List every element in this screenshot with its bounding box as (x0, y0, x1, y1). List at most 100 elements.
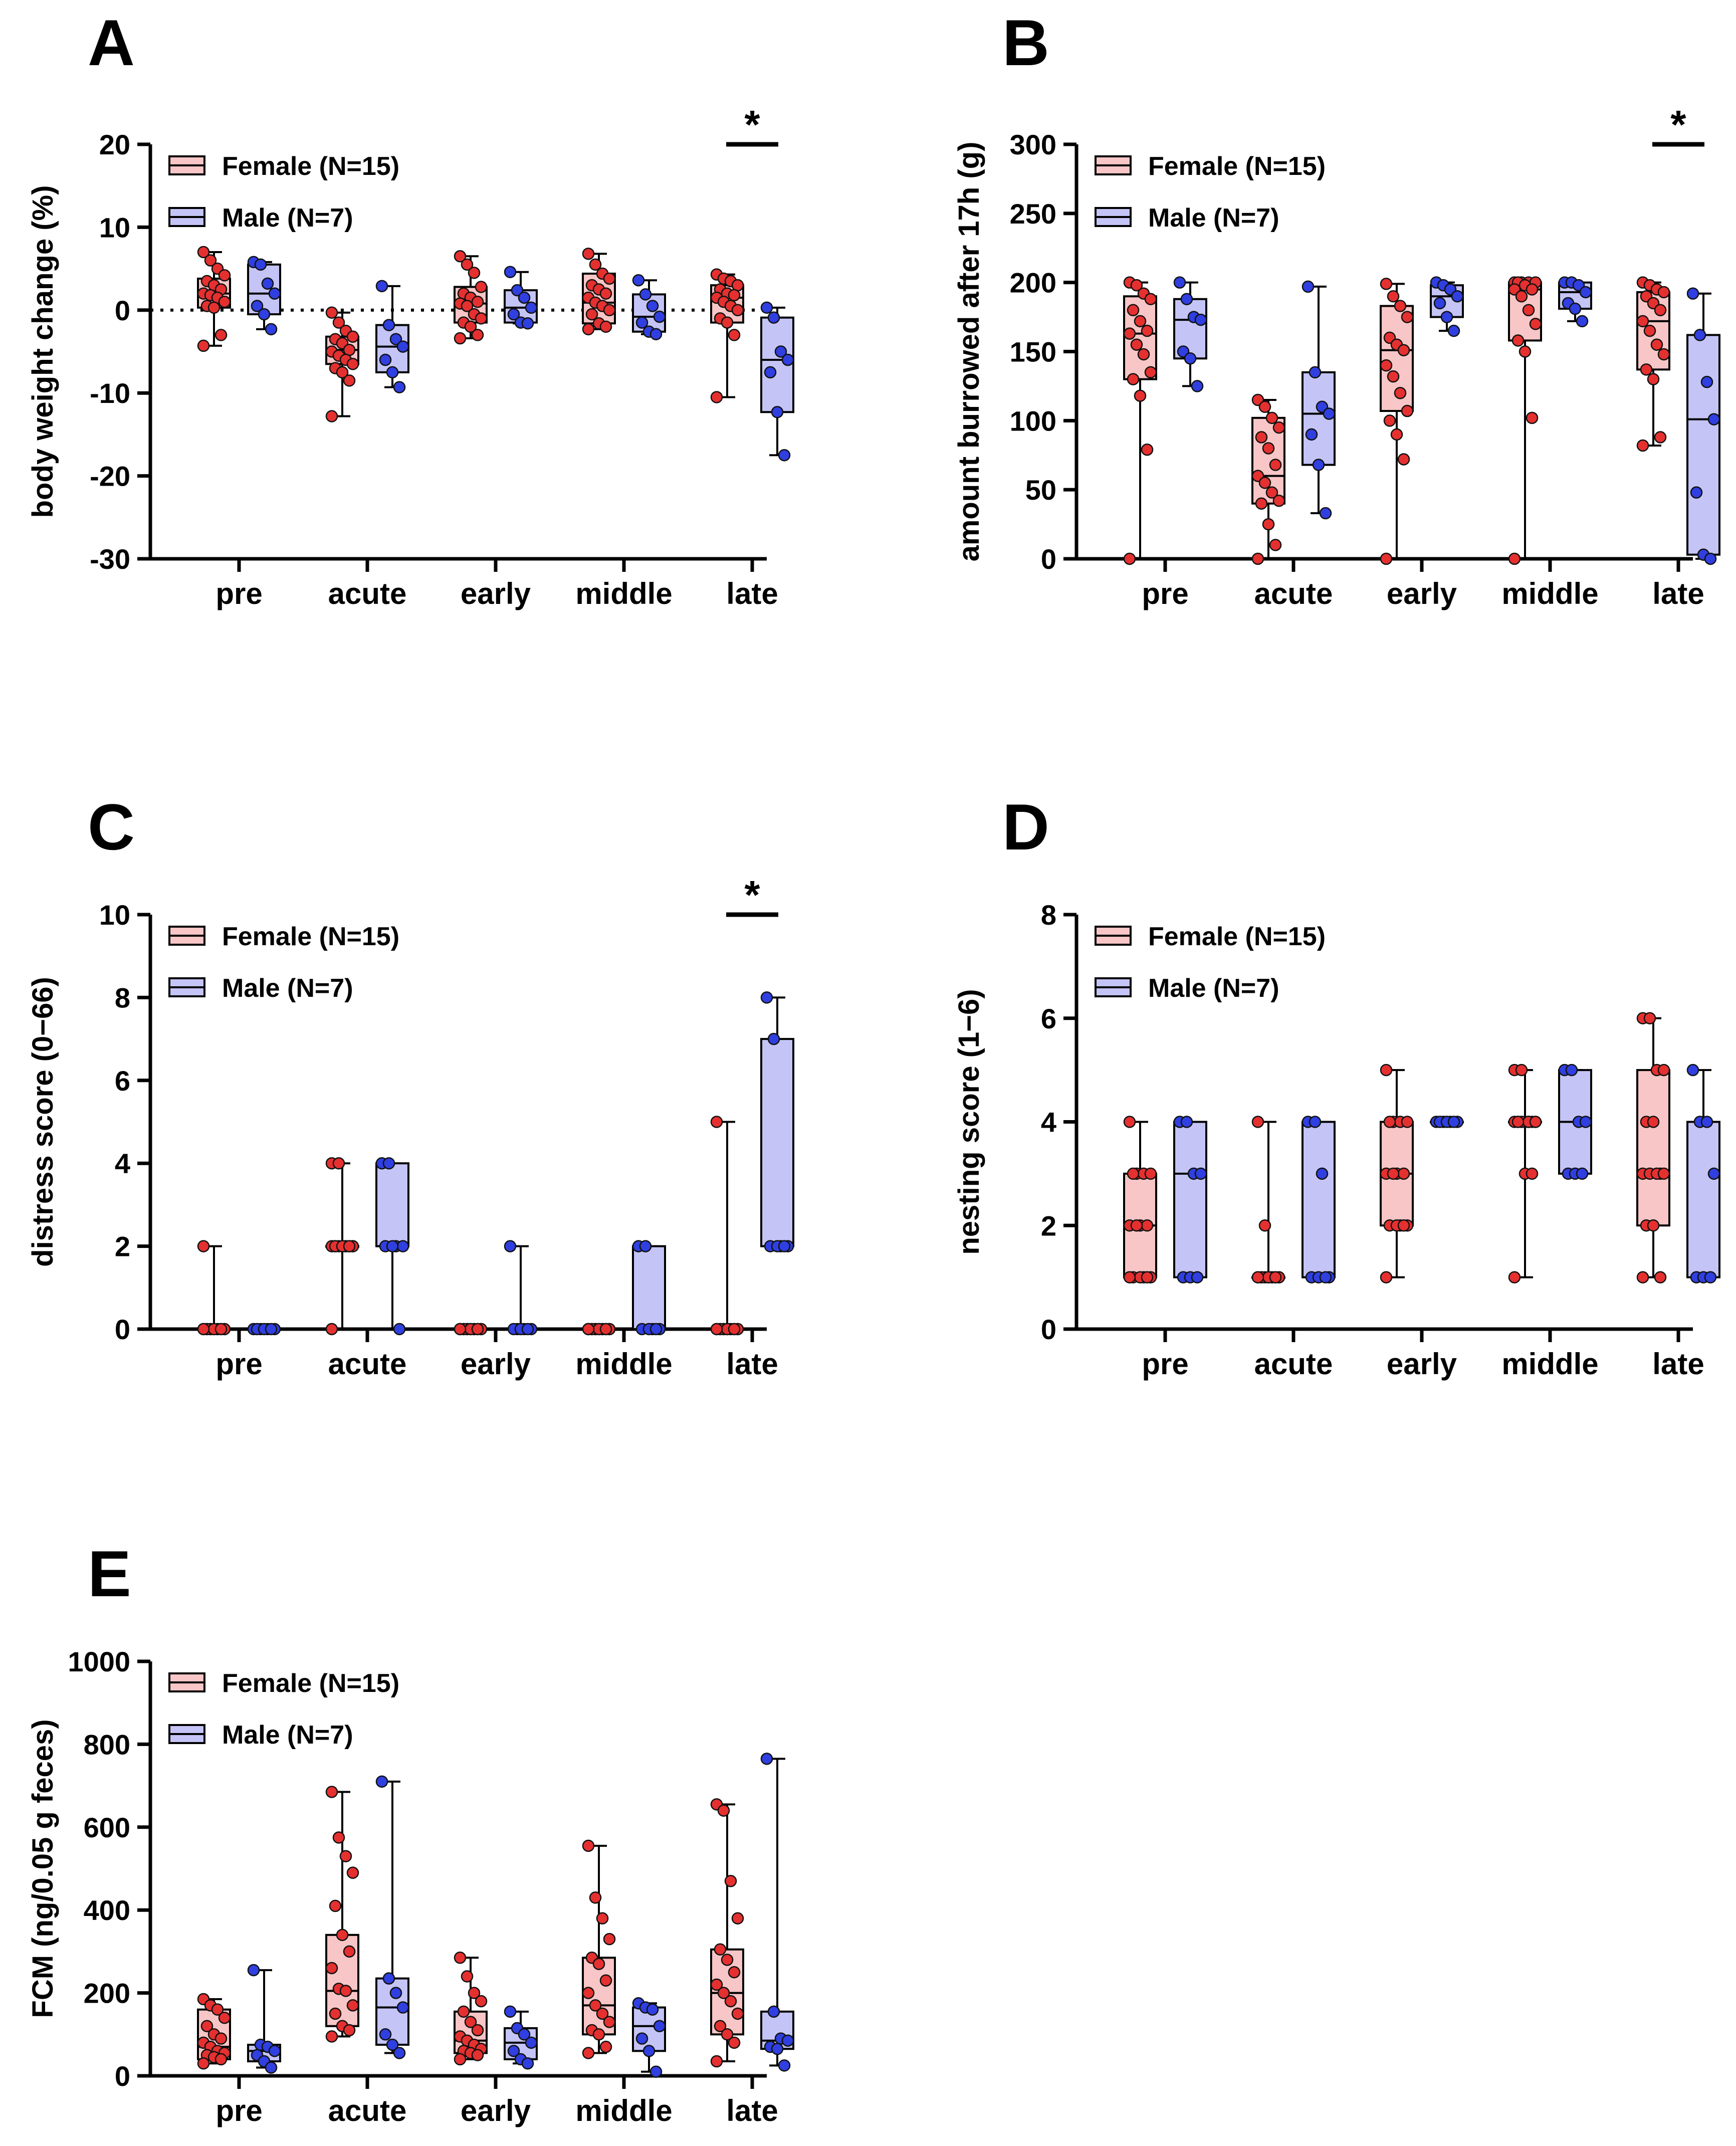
data-point (1127, 373, 1140, 385)
data-point (596, 2007, 609, 2020)
male-box-early (1430, 276, 1464, 337)
data-point (475, 312, 488, 325)
y-tick-label: 100 (1010, 405, 1056, 437)
data-point (1704, 1271, 1717, 1283)
data-point (1529, 1116, 1542, 1128)
data-point (247, 1964, 260, 1977)
female-box-middle (582, 1323, 616, 1336)
data-point (1526, 1167, 1539, 1180)
male-box-late (1686, 287, 1720, 565)
y-tick-label: 300 (1010, 129, 1056, 160)
data-point (471, 1323, 484, 1336)
data-point (507, 2045, 520, 2057)
data-point (1576, 315, 1589, 328)
data-point (589, 258, 602, 271)
data-point (1636, 1271, 1649, 1283)
data-point (1693, 329, 1706, 341)
data-point (1654, 1271, 1667, 1283)
data-point (1127, 1167, 1140, 1180)
data-point (336, 366, 349, 379)
data-point (728, 2036, 741, 2049)
legend-male: Male (N=7) (222, 1721, 353, 1750)
data-point (1123, 552, 1136, 565)
panel-letter: C (88, 790, 135, 864)
box-iqr (760, 1038, 794, 1247)
y-axis-title: distress score (0−66) (27, 977, 59, 1267)
y-tick-label: 250 (1010, 198, 1056, 230)
legend-female: Female (N=15) (222, 922, 399, 951)
x-tick-label: pre (1142, 1347, 1188, 1381)
data-point (1251, 1271, 1264, 1283)
data-point (218, 2011, 231, 2024)
female-box-pre (197, 1240, 231, 1336)
data-point (504, 266, 517, 278)
data-point (1657, 286, 1670, 299)
data-point (1650, 338, 1663, 351)
female-box-early (454, 1323, 488, 1336)
data-point (1258, 1219, 1271, 1232)
data-point (1387, 1167, 1400, 1180)
panel-e: E 1000 800 600 400 200 0 FCM (ng/0.05 g feces) p… (27, 1537, 794, 2127)
data-point (649, 2065, 663, 2078)
data-point (1262, 518, 1275, 531)
box-iqr (1686, 1121, 1720, 1278)
data-point (1576, 1167, 1589, 1180)
data-point (457, 2005, 470, 2018)
data-point (211, 2003, 224, 2016)
data-point (767, 2005, 780, 2018)
data-point (714, 1943, 727, 1956)
data-point (1173, 276, 1186, 289)
data-point (1144, 1167, 1157, 1180)
y-tick-label: 8 (1041, 899, 1056, 931)
y-tick-label: 2 (1041, 1210, 1056, 1241)
panel-letter: A (88, 6, 135, 79)
male-box-early (504, 2005, 538, 2070)
data-point (767, 311, 780, 324)
data-point (1451, 290, 1464, 303)
box-iqr (1686, 334, 1720, 556)
y-tick-label: 2 (115, 1231, 130, 1262)
panel-d: D 8 6 4 2 0 nesting score (1−6) pre acute early mi… (953, 790, 1720, 1381)
data-point (582, 248, 595, 260)
x-tick-label: early (1387, 577, 1457, 610)
panel-b: B 300 250 200 150 100 50 0 amount burrowed after… (953, 6, 1720, 610)
data-point (325, 2030, 338, 2043)
data-point (1518, 345, 1532, 358)
x-tick-label: early (461, 2094, 531, 2127)
data-point (1387, 370, 1400, 383)
data-point (592, 2028, 605, 2041)
data-point (1647, 1116, 1660, 1128)
data-point (265, 1323, 278, 1336)
y-tick-label: 200 (84, 1978, 130, 2009)
data-point (731, 304, 744, 317)
data-point (268, 287, 281, 300)
data-point (379, 353, 392, 366)
data-point (767, 1032, 780, 1045)
data-point (1265, 486, 1278, 499)
data-point (1134, 315, 1147, 328)
data-point (599, 2040, 612, 2053)
data-point (1312, 459, 1325, 471)
significance-star: * (744, 102, 760, 147)
box-iqr (1301, 1121, 1336, 1278)
male-box-pre (247, 256, 281, 336)
data-point (1640, 363, 1653, 376)
data-point (1654, 431, 1667, 444)
data-point (603, 304, 616, 317)
data-point (728, 329, 741, 341)
data-point (214, 2053, 228, 2066)
y-axis-title: FCM (ng/0.05 g feces) (27, 1719, 59, 2018)
x-tick-label: late (726, 577, 778, 610)
box-iqr (1173, 1121, 1207, 1278)
box-iqr (375, 1162, 409, 1247)
data-point (1569, 302, 1582, 315)
data-point (1508, 1271, 1521, 1283)
data-point (781, 353, 794, 366)
data-point (1526, 283, 1539, 296)
data-point (1191, 380, 1204, 392)
data-point (731, 1912, 744, 1924)
data-point (1380, 278, 1393, 290)
y-tick-label: 6 (1041, 1003, 1056, 1034)
female-box-middle (1508, 276, 1542, 565)
data-point (1269, 1271, 1282, 1283)
